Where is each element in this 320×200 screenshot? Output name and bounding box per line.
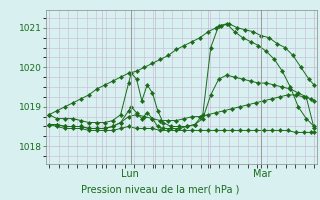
Text: Pression niveau de la mer( hPa ): Pression niveau de la mer( hPa )	[81, 184, 239, 194]
Text: Mar: Mar	[253, 169, 272, 179]
Text: Lun: Lun	[121, 169, 139, 179]
